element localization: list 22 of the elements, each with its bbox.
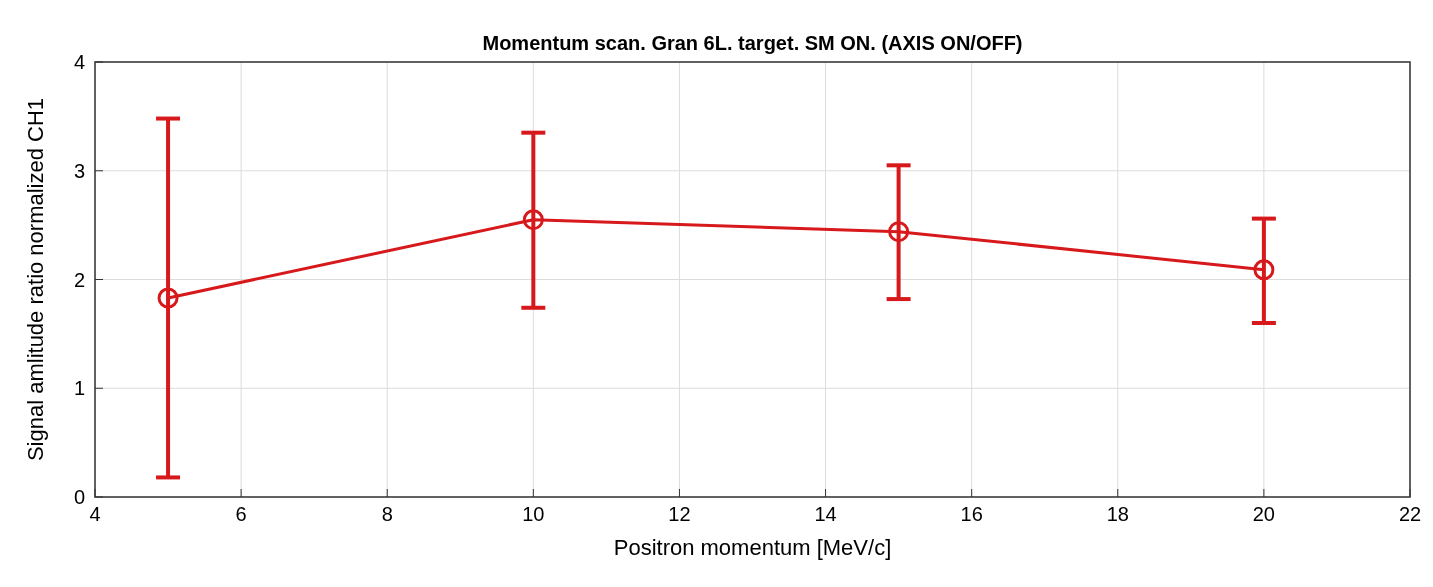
x-axis-title: Positron momentum [MeV/c] — [613, 535, 892, 560]
x-tick-label: 16 — [960, 503, 983, 525]
x-tick-label: 8 — [381, 503, 393, 525]
y-tick-label: 2 — [73, 268, 85, 291]
point — [157, 287, 179, 309]
point — [1253, 259, 1275, 281]
x-tick-label: 20 — [1252, 503, 1276, 525]
point — [522, 209, 544, 231]
y-tick-label: 0 — [73, 486, 85, 508]
x-tick-label: 14 — [814, 503, 837, 525]
x-tick-label: 10 — [522, 503, 545, 525]
y-axis-title: Signal amlitude ratio normalized CH1 — [23, 97, 48, 462]
chart-title: Momentum scan. Gran 6L. target. SM ON. (AXIS ON/OFF) — [482, 32, 1023, 54]
x-tick-label: 6 — [235, 503, 247, 525]
x-tick-label: 4 — [89, 503, 101, 525]
point — [888, 221, 910, 243]
y-tick-label: 1 — [73, 377, 85, 400]
x-tick-label: 22 — [1398, 503, 1422, 525]
x-tick-label: 18 — [1106, 503, 1129, 525]
y-tick-label: 4 — [73, 51, 85, 73]
x-tick-label: 12 — [668, 503, 691, 525]
y-tick-label: 3 — [73, 159, 85, 182]
